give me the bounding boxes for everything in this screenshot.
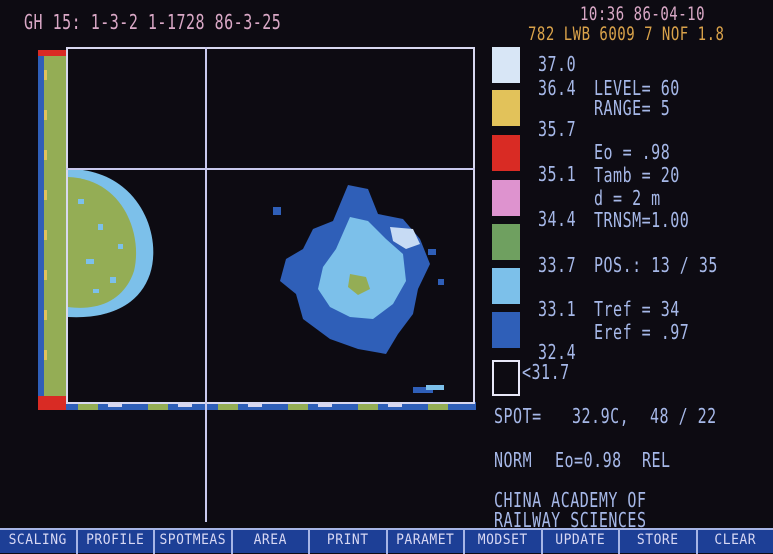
position-param: POS.: 13 / 35 [594,253,718,277]
menu-print[interactable]: PRINT [310,529,388,554]
legend-label: 33.7 [538,253,576,277]
legend-label: 35.1 [538,162,576,186]
legend-label: 33.1 [538,297,576,321]
vertical-cursor[interactable] [205,47,207,522]
legend-swatch [492,90,520,126]
norm-rel: REL [642,448,671,472]
menu-area[interactable]: AREA [233,529,311,554]
norm-emissivity: Eo=0.98 [555,448,622,472]
menu-update[interactable]: UPDATE [543,529,621,554]
norm-mode: NORM [494,448,532,472]
legend-swatch [492,180,520,216]
ambient-temp-param: Tamb = 20 [594,163,680,187]
legend-swatch [492,224,520,260]
function-menu: SCALING PROFILE SPOTMEAS AREA PRINT PARA… [0,528,773,553]
legend-label: 34.4 [538,207,576,231]
legend-swatch [492,135,520,171]
menu-store[interactable]: STORE [620,529,698,554]
menu-clear[interactable]: CLEAR [698,529,773,554]
thermogram-view[interactable] [66,47,475,404]
spot-coords: 48 / 22 [650,404,717,428]
spot-label: SPOT= [494,404,542,428]
legend-swatch [492,47,520,83]
scale-bar [38,50,68,404]
menu-profile[interactable]: PROFILE [78,529,156,554]
spot-value: 32.9C, [572,404,629,428]
legend-swatch [492,312,520,348]
device-info: 782 LWB 6009 7 NOF 1.8 [528,24,724,46]
file-info: GH 15: 1-3-2 1-1728 86-3-25 [24,10,281,34]
transmission-param: TRNSM=1.00 [594,208,689,232]
menu-spotmeas[interactable]: SPOTMEAS [155,529,233,554]
legend-label: <31.7 [522,360,570,384]
distance-param: d = 2 m [594,186,661,210]
legend-swatch [492,268,520,304]
eref-param: Eref = .97 [594,320,689,344]
legend-label: 36.4 [538,76,576,100]
horizontal-cursor[interactable] [66,168,475,170]
legend-label: 35.7 [538,117,576,141]
legend-swatch [492,360,520,396]
menu-paramet[interactable]: PARAMET [388,529,466,554]
menu-scaling[interactable]: SCALING [0,529,78,554]
thermogram-image [68,49,473,402]
emissivity-param: Eo = .98 [594,140,670,164]
legend-label: 37.0 [538,52,576,76]
menu-modset[interactable]: MODSET [465,529,543,554]
clock: 10:36 86-04-10 [580,4,705,26]
tref-param: Tref = 34 [594,297,680,321]
range-param: RANGE= 5 [594,96,670,120]
